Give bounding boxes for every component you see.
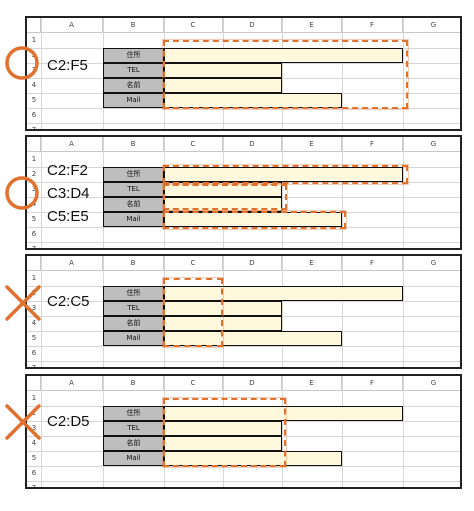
row-number: 3 (31, 304, 37, 312)
column-label: B (103, 137, 164, 152)
column-label: A (41, 18, 103, 33)
row-number: 7 (31, 364, 37, 369)
column-header: A B C D E F G (27, 18, 460, 33)
row-number: 5 (31, 454, 37, 462)
column-label: B (103, 256, 164, 271)
column-header: A B C D E F G (27, 256, 460, 271)
field-label-address: 住所 (103, 406, 164, 421)
field-label-mail: Mail (103, 93, 164, 108)
spreadsheet-panel-1: A B C D E F G 1 2 3 4 5 6 7 住所 TEL 名前 Ma… (25, 16, 462, 131)
field-label-mail: Mail (103, 331, 164, 346)
column-label: E (282, 376, 342, 391)
field-label-tel: TEL (103, 301, 164, 316)
row-number: 4 (31, 81, 37, 89)
column-label: G (430, 379, 437, 387)
field-label-address: 住所 (103, 167, 164, 182)
column-label: D (223, 256, 282, 271)
selection-range (163, 165, 408, 184)
column-label: E (282, 18, 342, 33)
column-label: F (342, 137, 403, 152)
column-label: G (430, 21, 437, 29)
circle-icon (5, 176, 39, 210)
column-label: A (41, 376, 103, 391)
column-label: A (41, 256, 103, 271)
field-label-tel: TEL (103, 421, 164, 436)
column-label: E (282, 256, 342, 271)
range-text: C2:D5 (47, 413, 90, 430)
cross-icon (5, 404, 41, 440)
spreadsheet-panel-3: A B C D E F G 1 2 3 4 5 6 7 住所 TEL 名前 Ma… (25, 254, 462, 369)
selection-range (163, 278, 223, 347)
row-number: 1 (31, 394, 37, 402)
column-label: G (430, 140, 437, 148)
row-number: 6 (31, 111, 37, 119)
column-label: C (164, 18, 223, 33)
row-number: 5 (31, 96, 37, 104)
row-number: 5 (31, 215, 37, 223)
field-label-name: 名前 (103, 197, 164, 212)
row-number: 2 (31, 170, 37, 178)
row-number: 4 (31, 439, 37, 447)
selection-range (163, 398, 286, 467)
field-label-address: 住所 (103, 286, 164, 301)
column-label: E (282, 137, 342, 152)
column-label: F (342, 256, 403, 271)
row-number: 7 (31, 245, 37, 250)
row-number: 1 (31, 155, 37, 163)
column-label: B (103, 18, 164, 33)
field-label-name: 名前 (103, 78, 164, 93)
range-text: C2:C5 (47, 293, 90, 310)
row-number: 1 (31, 36, 37, 44)
circle-icon (5, 46, 39, 80)
row-number: 6 (31, 230, 37, 238)
selection-range (163, 184, 287, 210)
row-number: 4 (31, 319, 37, 327)
range-text: C2:F2 (47, 162, 88, 179)
column-label: F (342, 18, 403, 33)
column-label: C (164, 137, 223, 152)
range-text: C5:E5 (47, 208, 89, 225)
column-label: B (103, 376, 164, 391)
selection-range (163, 211, 346, 229)
row-number: 1 (31, 274, 37, 282)
selection-range (163, 40, 408, 109)
row-number: 6 (31, 349, 37, 357)
row-number: 6 (31, 469, 37, 477)
field-label-name: 名前 (103, 436, 164, 451)
field-label-address: 住所 (103, 48, 164, 63)
column-header: A B C D E F G (27, 376, 460, 391)
range-text: C3:D4 (47, 185, 90, 202)
column-label: F (342, 376, 403, 391)
row-number: 3 (31, 185, 37, 193)
column-label: C (164, 256, 223, 271)
row-number: 7 (31, 484, 37, 489)
column-label: D (223, 18, 282, 33)
cross-icon (5, 285, 41, 321)
field-label-tel: TEL (103, 182, 164, 197)
spreadsheet-panel-4: A B C D E F G 1 2 3 4 5 6 7 住所 TEL 名前 Ma… (25, 374, 462, 489)
row-number: 7 (31, 126, 37, 131)
column-label: D (223, 376, 282, 391)
column-label: A (41, 137, 103, 152)
field-label-mail: Mail (103, 451, 164, 466)
field-label-mail: Mail (103, 212, 164, 227)
column-header: A B C D E F G (27, 137, 460, 152)
spreadsheet-panel-2: A B C D E F G 1 2 3 4 5 6 7 住所 TEL 名前 Ma… (25, 135, 462, 250)
column-label: G (430, 259, 437, 267)
column-label: D (223, 137, 282, 152)
row-number: 3 (31, 424, 37, 432)
row-number: 5 (31, 334, 37, 342)
range-text: C2:F5 (47, 57, 88, 74)
column-label: C (164, 376, 223, 391)
field-label-name: 名前 (103, 316, 164, 331)
field-label-tel: TEL (103, 63, 164, 78)
